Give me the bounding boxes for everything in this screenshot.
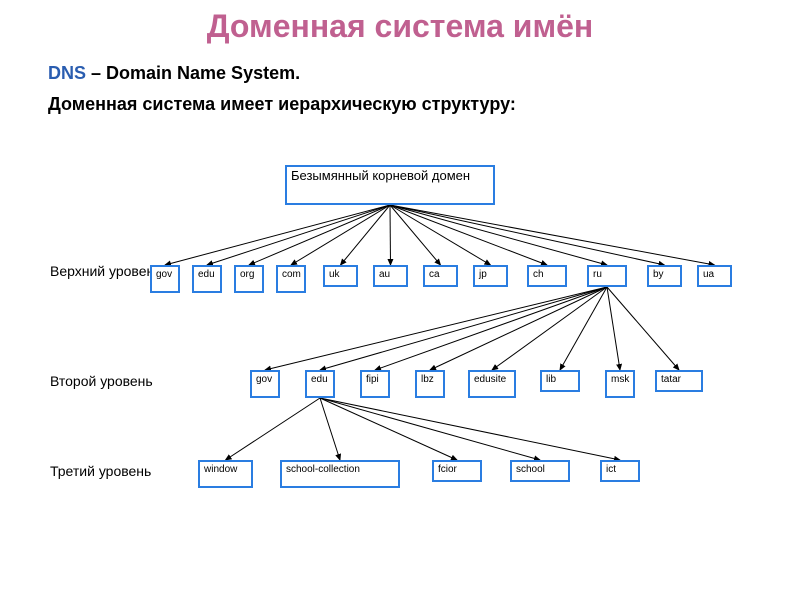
domain-box-msk: msk xyxy=(605,370,635,398)
domain-box-edusite: edusite xyxy=(468,370,516,398)
domain-box-school: school xyxy=(510,460,570,482)
domain-box-tatar: tatar xyxy=(655,370,703,392)
domain-box-ru: ru xyxy=(587,265,627,287)
domain-box-gov: gov xyxy=(150,265,180,293)
domain-box-org: org xyxy=(234,265,264,293)
dns-tree-diagram: Безымянный корневой домен Верхний уровень… xyxy=(0,115,800,555)
level-label-2: Третий уровень xyxy=(50,463,151,479)
domain-box-jp: jp xyxy=(473,265,508,287)
dns-label: DNS xyxy=(48,63,86,83)
dns-expansion: – Domain Name System. xyxy=(86,63,300,83)
domain-box-com: com xyxy=(276,265,306,293)
level-label-1: Второй уровень xyxy=(50,373,153,389)
domain-box-au: au xyxy=(373,265,408,287)
domain-box-edu2: edu xyxy=(305,370,335,398)
root-domain-box: Безымянный корневой домен xyxy=(285,165,495,205)
subtitle: DNS – Domain Name System. xyxy=(48,63,800,84)
domain-box-ch: ch xyxy=(527,265,567,287)
domain-box-gov2: gov xyxy=(250,370,280,398)
page-title: Доменная система имён xyxy=(0,0,800,45)
domain-box-window: window xyxy=(198,460,253,488)
domain-box-fipi: fipi xyxy=(360,370,390,398)
description: Доменная система имеет иерархическую стр… xyxy=(48,94,800,115)
domain-box-edu: edu xyxy=(192,265,222,293)
domain-box-ua: ua xyxy=(697,265,732,287)
level-label-0: Верхний уровень xyxy=(50,263,162,279)
domain-box-fcior: fcior xyxy=(432,460,482,482)
domain-box-schoolcol: school-collection xyxy=(280,460,400,488)
domain-box-uk: uk xyxy=(323,265,358,287)
domain-box-by: by xyxy=(647,265,682,287)
domain-box-ca: ca xyxy=(423,265,458,287)
domain-box-ict: ict xyxy=(600,460,640,482)
domain-box-lib: lib xyxy=(540,370,580,392)
domain-box-lbz: lbz xyxy=(415,370,445,398)
